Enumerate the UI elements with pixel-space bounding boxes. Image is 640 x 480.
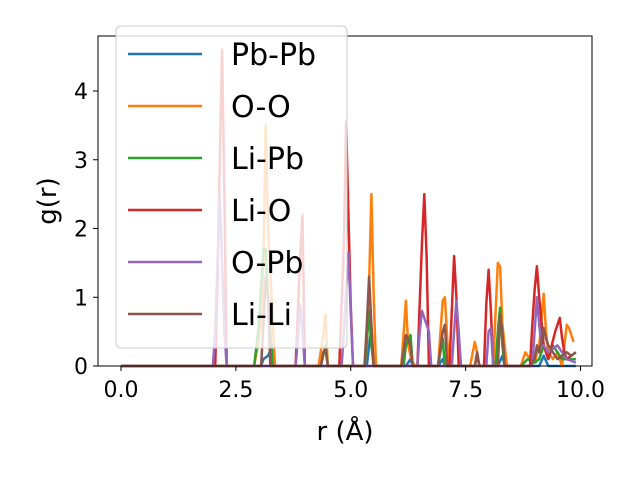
legend-label: Li-Pb — [231, 142, 304, 177]
legend-entries: Pb-Pb O-O Li-Pb Li-O O-Pb Li-Li — [128, 38, 316, 333]
legend-label: O-O — [231, 90, 291, 125]
legend: Pb-Pb O-O Li-Pb Li-O O-Pb Li-Li — [115, 25, 348, 349]
y-tick-label: 1 — [74, 286, 88, 311]
legend-label: O-Pb — [231, 246, 303, 281]
x-axis-ticks: 0.0 2.5 5.0 7.5 10.0 — [103, 366, 605, 403]
legend-label: Li-Li — [231, 298, 292, 333]
x-tick-label: 2.5 — [218, 378, 253, 403]
y-tick-label: 2 — [74, 218, 88, 243]
y-axis-ticks: 0 1 2 3 4 — [74, 80, 98, 380]
x-axis-label: r (Å) — [316, 415, 373, 447]
y-axis-label: g(r) — [33, 177, 63, 224]
legend-label: Pb-Pb — [231, 38, 316, 73]
x-tick-label: 5.0 — [333, 378, 368, 403]
x-tick-label: 0.0 — [103, 378, 138, 403]
legend-label: Li-O — [231, 194, 291, 229]
series-line-li-li — [121, 275, 577, 368]
y-tick-label: 3 — [74, 149, 88, 174]
y-tick-label: 0 — [74, 355, 88, 380]
y-tick-label: 4 — [74, 80, 88, 105]
x-tick-label: 7.5 — [448, 378, 483, 403]
x-tick-label: 10.0 — [556, 378, 605, 403]
